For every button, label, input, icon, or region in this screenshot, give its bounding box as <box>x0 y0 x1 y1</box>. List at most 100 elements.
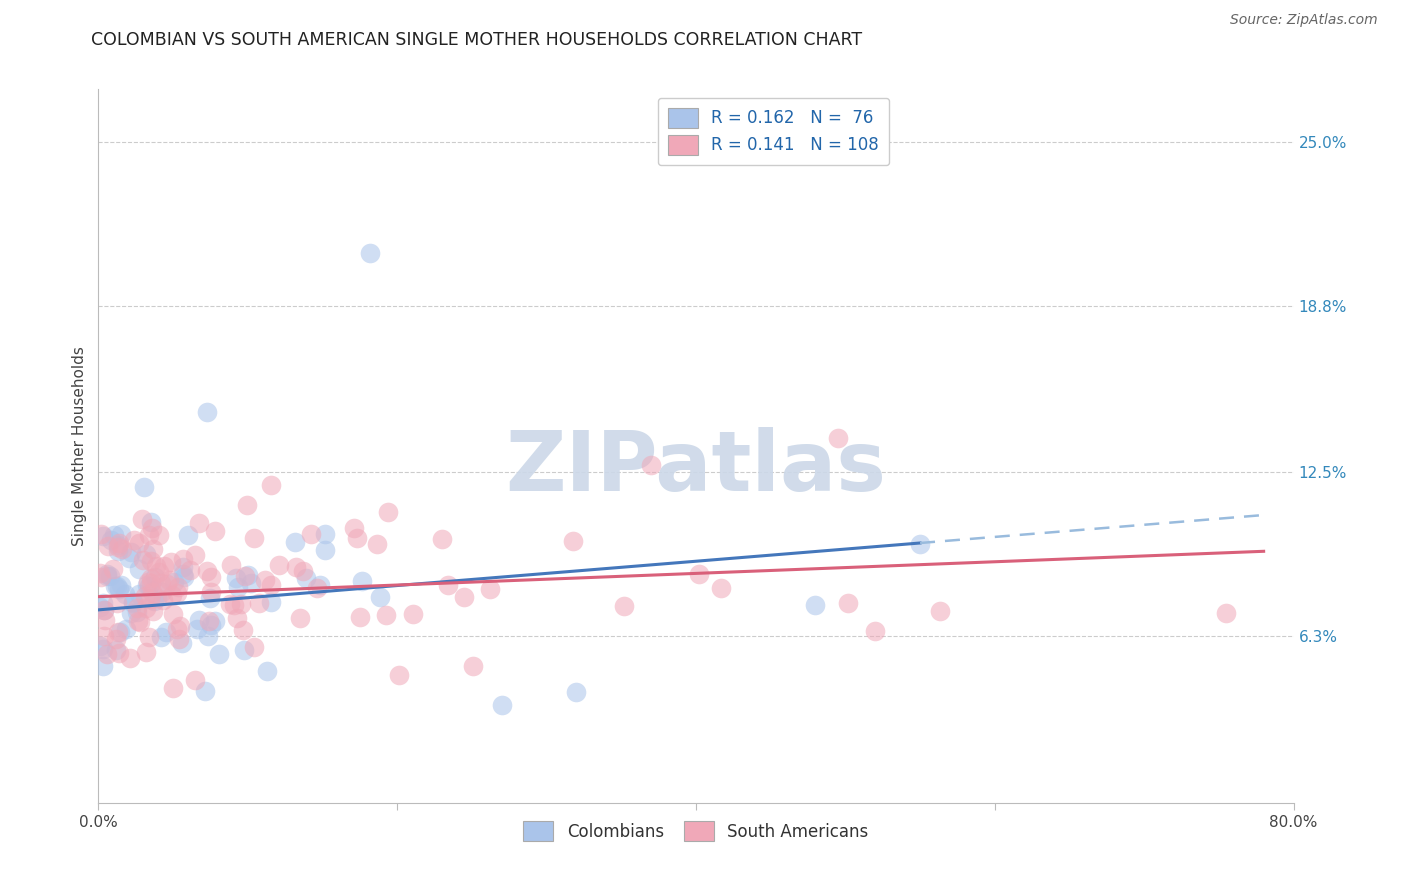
Point <box>827 431 849 445</box>
Point <box>141 571 163 585</box>
Point <box>152 593 174 607</box>
Point <box>908 537 931 551</box>
Point <box>173 570 195 584</box>
Point <box>96 648 118 662</box>
Text: ZIPatlas: ZIPatlas <box>506 427 886 508</box>
Point <box>402 607 425 621</box>
Point <box>107 540 129 554</box>
Point <box>172 636 194 650</box>
Point <box>239 575 262 590</box>
Point <box>688 567 710 582</box>
Point <box>453 590 475 604</box>
Point <box>145 591 167 605</box>
Point <box>103 561 125 575</box>
Point <box>94 613 117 627</box>
Point <box>150 584 173 599</box>
Point <box>204 614 226 628</box>
Point <box>233 569 256 583</box>
Point <box>804 598 827 612</box>
Point <box>108 646 131 660</box>
Point <box>110 526 132 541</box>
Point <box>242 531 264 545</box>
Point <box>150 575 173 590</box>
Point <box>98 569 121 583</box>
Legend: Colombians, South Americans: Colombians, South Americans <box>517 814 875 848</box>
Point <box>292 564 315 578</box>
Point <box>93 629 115 643</box>
Point <box>120 545 142 559</box>
Point <box>208 647 231 661</box>
Point <box>183 673 205 688</box>
Point <box>269 558 291 573</box>
Point <box>104 643 127 657</box>
Point <box>108 582 131 596</box>
Point <box>93 642 115 657</box>
Point <box>118 551 141 566</box>
Point <box>236 498 259 512</box>
Point <box>565 685 588 699</box>
Point <box>463 658 485 673</box>
Point <box>169 618 191 632</box>
Point <box>121 596 143 610</box>
Point <box>346 531 368 545</box>
Point <box>613 599 636 613</box>
Point <box>928 604 950 618</box>
Point <box>138 630 160 644</box>
Point <box>157 573 180 587</box>
Point <box>110 578 132 592</box>
Point <box>259 578 281 592</box>
Point <box>128 562 150 576</box>
Point <box>142 542 165 557</box>
Point <box>91 596 114 610</box>
Point <box>314 526 336 541</box>
Point <box>366 537 388 551</box>
Point <box>253 573 276 587</box>
Point <box>710 581 733 595</box>
Point <box>198 591 221 605</box>
Point <box>89 639 111 653</box>
Point <box>108 536 131 550</box>
Point <box>139 554 162 568</box>
Point <box>219 558 242 572</box>
Point <box>155 624 177 639</box>
Point <box>299 527 322 541</box>
Point <box>139 575 162 590</box>
Point <box>314 542 336 557</box>
Point <box>236 568 259 582</box>
Point <box>141 521 163 535</box>
Point <box>138 579 160 593</box>
Point <box>368 590 391 604</box>
Point <box>195 564 218 578</box>
Point <box>308 577 330 591</box>
Point <box>172 560 194 574</box>
Point <box>135 547 157 561</box>
Point <box>142 604 165 618</box>
Point <box>97 539 120 553</box>
Point <box>107 596 129 610</box>
Point <box>184 548 207 562</box>
Point <box>162 681 184 695</box>
Point <box>135 578 157 592</box>
Point <box>129 615 152 630</box>
Point <box>162 607 184 622</box>
Point <box>141 585 163 599</box>
Point <box>172 566 194 581</box>
Point <box>197 629 219 643</box>
Point <box>125 605 148 619</box>
Point <box>218 597 240 611</box>
Point <box>197 404 219 418</box>
Point <box>91 529 114 543</box>
Point <box>93 602 115 616</box>
Point <box>225 611 247 625</box>
Point <box>148 566 170 580</box>
Point <box>148 528 170 542</box>
Point <box>243 640 266 655</box>
Point <box>231 597 253 611</box>
Point <box>96 567 118 582</box>
Point <box>350 574 373 588</box>
Point <box>188 613 211 627</box>
Point <box>491 698 513 712</box>
Point <box>359 246 381 260</box>
Point <box>200 569 222 583</box>
Point <box>436 578 458 592</box>
